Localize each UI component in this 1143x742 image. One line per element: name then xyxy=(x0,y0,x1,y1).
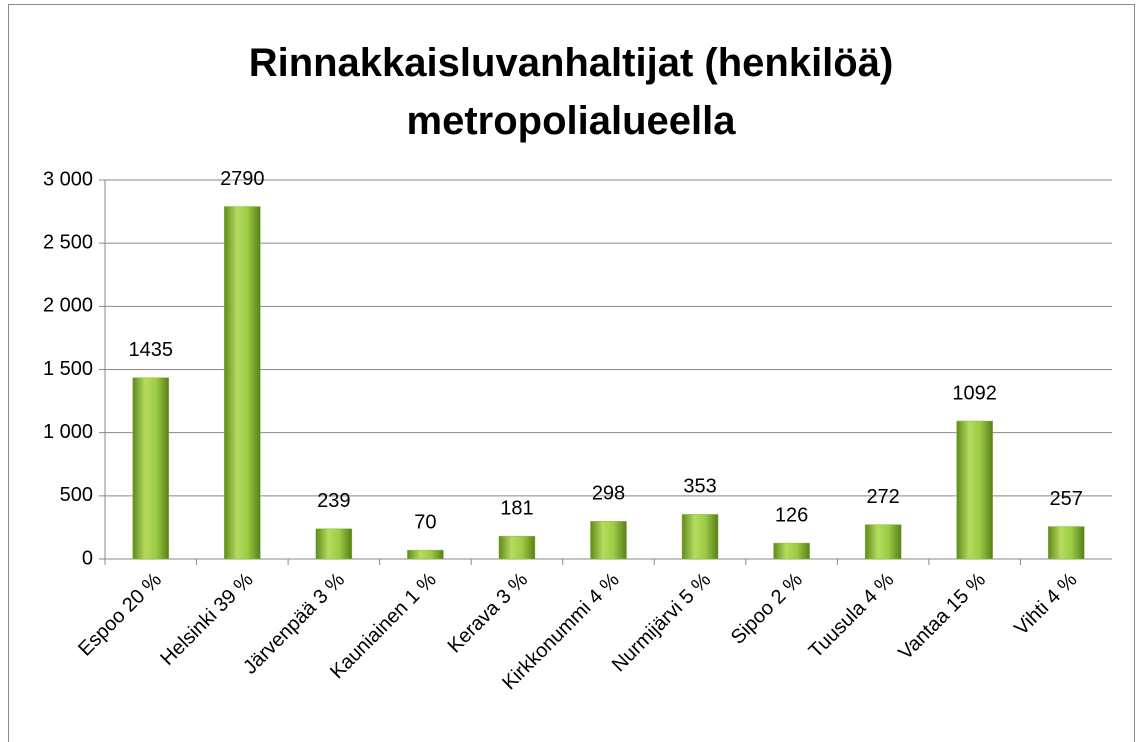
y-tick-label: 500 xyxy=(60,484,93,506)
bar xyxy=(864,524,902,560)
data-label: 272 xyxy=(866,486,899,508)
x-tick-label: Nurmijärvi 5 % xyxy=(608,569,716,677)
x-tick-label: Vihti 4 % xyxy=(1010,569,1081,640)
x-tick-label: Helsinki 39 % xyxy=(156,569,257,670)
x-tick-label: Kerava 3 % xyxy=(444,569,533,658)
x-tick-label: Tuusula 4 % xyxy=(805,569,899,663)
y-tick-label: 3 000 xyxy=(43,168,93,190)
data-label: 239 xyxy=(317,490,350,512)
bar xyxy=(132,377,170,560)
bar xyxy=(224,206,261,560)
data-label: 70 xyxy=(414,511,436,533)
y-tick-label: 2 000 xyxy=(43,295,93,317)
bar xyxy=(956,420,993,560)
data-label: 126 xyxy=(775,504,808,526)
data-label: 257 xyxy=(1050,488,1083,510)
data-label: 1435 xyxy=(129,339,174,361)
y-tick-label: 2 500 xyxy=(43,231,93,253)
y-tick-label: 1 000 xyxy=(43,421,93,443)
bar xyxy=(407,549,444,560)
bar xyxy=(498,535,536,560)
chart-title: Rinnakkaisluvanhaltijat (henkilöä) metro… xyxy=(248,41,894,143)
data-label: 298 xyxy=(592,483,625,505)
data-label: 1092 xyxy=(952,382,997,404)
y-tick-label: 1 500 xyxy=(43,358,93,380)
bar xyxy=(681,514,719,560)
y-tick-label: 0 xyxy=(82,547,93,569)
x-tick-label: Sipoo 2 % xyxy=(727,569,807,649)
data-label: 353 xyxy=(683,476,716,498)
bar xyxy=(773,542,810,560)
x-tick-label: Espoo 20 % xyxy=(74,569,166,661)
bar xyxy=(590,521,627,560)
data-label: 181 xyxy=(500,497,533,519)
chart-border xyxy=(8,4,1135,742)
data-label: 2790 xyxy=(220,168,265,190)
x-tick-label: Vantaa 15 % xyxy=(894,569,990,665)
bar xyxy=(315,528,353,560)
bar xyxy=(1047,526,1085,560)
